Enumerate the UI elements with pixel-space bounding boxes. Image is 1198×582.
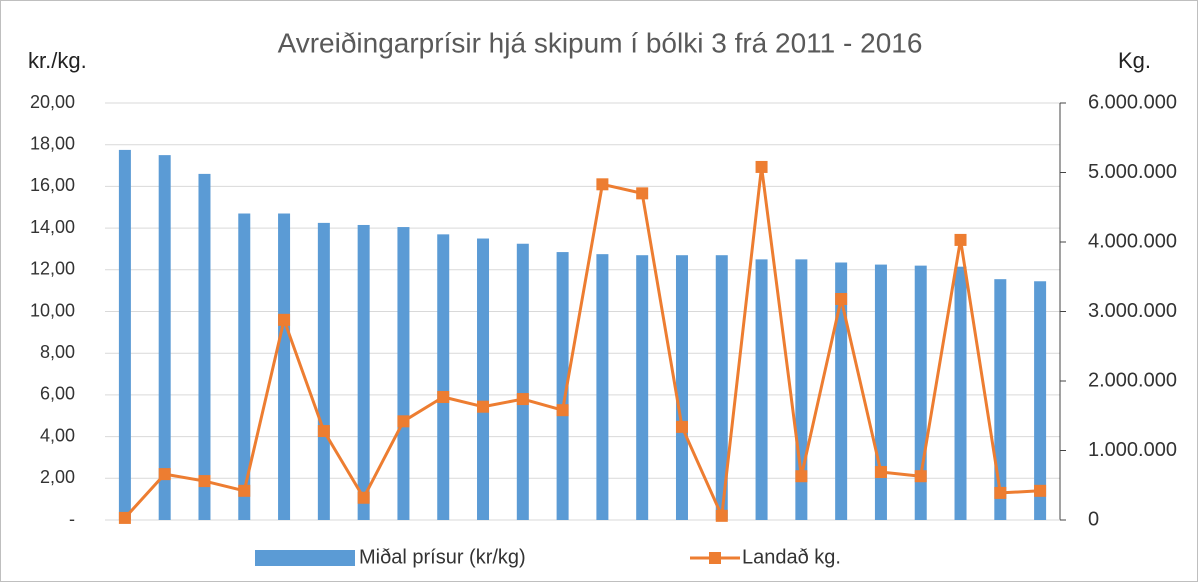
line-marker: [556, 404, 569, 417]
y2-tick-label: 5.000.000: [1088, 161, 1177, 183]
bar: [278, 213, 291, 520]
bar: [636, 255, 649, 520]
line-marker: [357, 491, 370, 504]
line-marker: [954, 233, 967, 246]
line-marker: [1034, 484, 1047, 497]
y-tick-label: 12,00: [30, 259, 75, 279]
bar: [238, 213, 251, 520]
y-axis-title: kr./kg.: [28, 48, 87, 73]
y2-tick-label: 1.000.000: [1088, 439, 1177, 461]
legend-label: Miðal prísur (kr/kg): [359, 546, 526, 568]
line-marker: [477, 400, 490, 413]
bar: [317, 222, 330, 520]
line-marker: [158, 468, 171, 481]
y-tick-label: -: [69, 509, 75, 529]
y-tick-label: 10,00: [30, 300, 75, 320]
chart-title: Avreiðingarprísir hjá skipum í bólki 3 f…: [278, 27, 923, 58]
line-marker: [755, 160, 768, 173]
line-marker: [636, 187, 649, 200]
bar: [118, 149, 131, 520]
y-tick-label: 2,00: [40, 467, 75, 487]
y2-tick-label: 3.000.000: [1088, 300, 1177, 322]
line-marker: [914, 470, 927, 483]
bar: [397, 227, 410, 520]
line-marker: [516, 393, 529, 406]
bar: [596, 254, 609, 520]
y-tick-label: 16,00: [30, 175, 75, 195]
line-marker: [596, 178, 609, 191]
legend-marker: [709, 552, 721, 564]
bar: [874, 264, 887, 520]
line-marker: [675, 420, 688, 433]
y-tick-label: 18,00: [30, 133, 75, 153]
line-marker: [994, 486, 1007, 499]
bar: [1034, 281, 1047, 520]
bar: [516, 243, 529, 521]
line-marker: [278, 313, 291, 326]
legend-swatch: [255, 550, 355, 566]
line-marker: [238, 484, 251, 497]
line-marker: [437, 390, 450, 403]
bar: [994, 279, 1007, 520]
y2-tick-label: 4.000.000: [1088, 230, 1177, 252]
y-tick-label: 20,00: [30, 92, 75, 112]
bar: [755, 259, 768, 520]
line-marker: [118, 511, 131, 524]
bar: [198, 173, 211, 520]
line-marker: [198, 475, 211, 488]
y-tick-label: 6,00: [40, 384, 75, 404]
line-marker: [317, 425, 330, 438]
line: [123, 165, 1041, 519]
line-marker: [874, 466, 887, 479]
bar: [715, 255, 728, 520]
bar: [477, 238, 490, 520]
y-tick-label: 4,00: [40, 425, 75, 445]
y-tick-label: 14,00: [30, 217, 75, 237]
bar: [158, 155, 171, 520]
y2-tick-label: 6.000.000: [1088, 91, 1177, 113]
bar: [437, 234, 450, 521]
bar: [835, 262, 848, 520]
bar: [556, 252, 569, 520]
line-marker: [795, 470, 808, 483]
line-marker: [835, 292, 848, 305]
legend-label: Landað kg.: [742, 546, 841, 568]
bar: [357, 224, 370, 520]
y2-tick-label: 0: [1088, 508, 1099, 530]
line-marker: [715, 509, 728, 522]
bar: [954, 266, 967, 520]
y2-axis-title: Kg.: [1118, 48, 1151, 73]
y2-tick-label: 2.000.000: [1088, 369, 1177, 391]
bar: [675, 255, 688, 520]
line-marker: [397, 415, 410, 428]
y-tick-label: 8,00: [40, 342, 75, 362]
